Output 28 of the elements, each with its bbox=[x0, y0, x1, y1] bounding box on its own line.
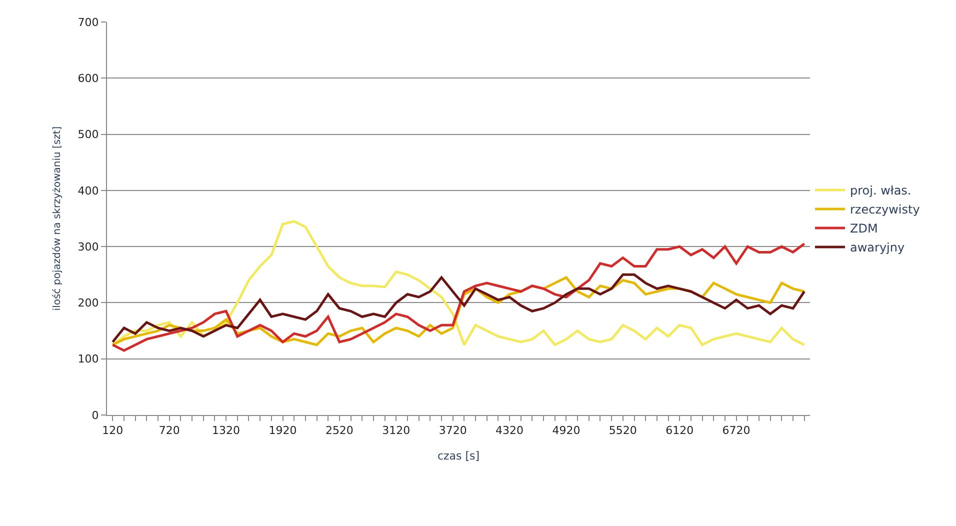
x-tick-label: 720 bbox=[158, 424, 180, 438]
x-tick-label: 3720 bbox=[438, 424, 467, 438]
x-tick-label: 120 bbox=[102, 424, 124, 438]
x-tick-label: 6720 bbox=[722, 424, 750, 438]
y-tick-label: 700 bbox=[78, 16, 99, 29]
x-tick-label: 5520 bbox=[608, 424, 637, 438]
y-tick-label: 300 bbox=[78, 240, 99, 254]
y-tick-label: 400 bbox=[78, 184, 99, 198]
x-axis-title: czas [s] bbox=[437, 449, 480, 462]
x-tick-label: 1920 bbox=[268, 424, 297, 438]
x-tick-label: 4920 bbox=[552, 424, 580, 438]
y-tick-label: 100 bbox=[78, 352, 99, 366]
y-tick-label: 600 bbox=[78, 72, 99, 85]
legend-label: ZDM bbox=[850, 222, 878, 236]
y-tick-label: 200 bbox=[78, 296, 99, 310]
legend-label: rzeczywisty bbox=[850, 202, 920, 217]
line-series bbox=[111, 220, 806, 346]
y-axis-title: ilość pojazdów na skrzyżowaniu [szt] bbox=[50, 126, 63, 311]
x-tick-label: 4320 bbox=[496, 424, 524, 438]
y-tick-label: 500 bbox=[78, 128, 99, 142]
legend-label: proj. włas. bbox=[850, 184, 912, 198]
x-tick-label: 1320 bbox=[212, 424, 240, 438]
legend-label: awaryjny bbox=[850, 240, 905, 255]
x-tick-label: 2520 bbox=[325, 424, 354, 438]
x-tick-label: 6120 bbox=[666, 424, 694, 438]
y-tick-label: 0 bbox=[92, 408, 99, 422]
x-tick-label: 3120 bbox=[382, 424, 410, 438]
line-series bbox=[111, 242, 806, 352]
